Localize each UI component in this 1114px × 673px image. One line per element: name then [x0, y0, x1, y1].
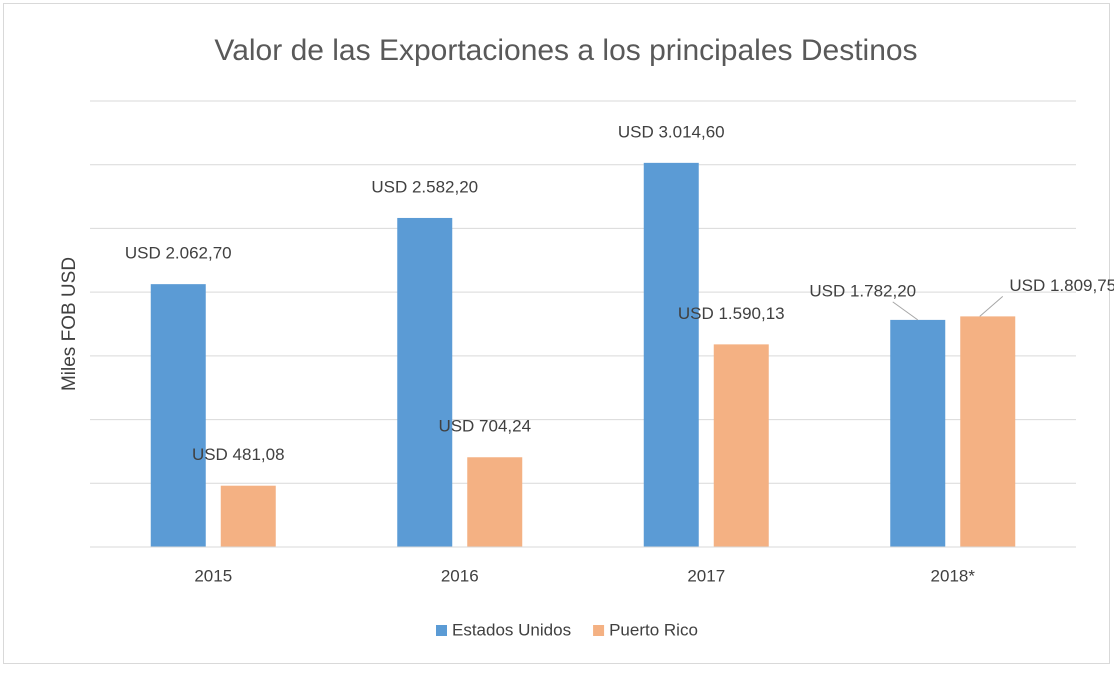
y-axis-label: Miles FOB USD: [59, 257, 80, 391]
legend-label: Estados Unidos: [452, 620, 571, 639]
bar: [150, 284, 206, 547]
data-label: USD 1.809,75: [1009, 276, 1114, 295]
x-tick-label: 2018*: [931, 566, 976, 585]
bar: [960, 316, 1016, 547]
bar: [467, 457, 523, 547]
bar: [220, 485, 276, 547]
x-tick-label: 2017: [687, 566, 725, 585]
bar: [890, 319, 946, 547]
legend-swatch: [436, 625, 447, 636]
data-label: USD 481,08: [192, 445, 285, 464]
bar: [397, 217, 453, 547]
legend-swatch: [593, 625, 605, 636]
data-label: USD 3.014,60: [618, 122, 725, 141]
data-label: USD 2.582,20: [371, 177, 478, 196]
data-label: USD 1.782,20: [809, 281, 916, 300]
leader-line: [979, 296, 1004, 317]
data-label: USD 704,24: [438, 417, 531, 436]
x-tick-label: 2015: [194, 566, 232, 585]
leader-line: [892, 301, 919, 321]
x-tick-label: 2016: [441, 566, 479, 585]
chart-title: Valor de las Exportaciones a los princip…: [214, 34, 917, 67]
bar: [713, 344, 769, 547]
data-label: USD 2.062,70: [125, 244, 232, 263]
bar: [643, 162, 699, 548]
data-label: USD 1.590,13: [678, 304, 785, 323]
legend-label: Puerto Rico: [609, 620, 698, 639]
